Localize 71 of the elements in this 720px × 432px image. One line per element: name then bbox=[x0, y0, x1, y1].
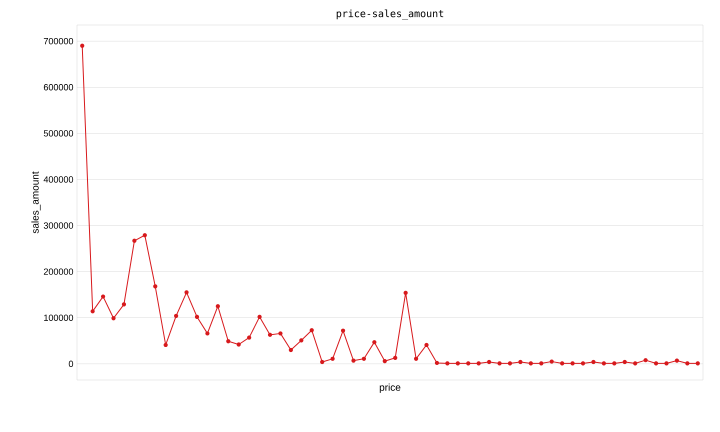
point bbox=[216, 304, 220, 308]
point bbox=[340, 328, 346, 333]
point bbox=[299, 338, 304, 342]
point bbox=[466, 361, 470, 366]
point bbox=[580, 361, 586, 366]
point bbox=[153, 284, 158, 289]
y-tick-label: 200000 bbox=[44, 268, 74, 275]
point bbox=[393, 356, 398, 360]
point bbox=[570, 361, 575, 366]
point bbox=[122, 302, 126, 306]
point bbox=[320, 360, 324, 364]
y-tick-label: 500000 bbox=[44, 130, 74, 137]
y-tick-label: 700000 bbox=[44, 38, 74, 44]
point bbox=[174, 314, 178, 318]
point bbox=[80, 44, 84, 48]
point bbox=[424, 342, 429, 348]
point bbox=[622, 360, 627, 364]
chart-title: price-sales_amount bbox=[336, 9, 444, 20]
point bbox=[132, 238, 136, 243]
point bbox=[90, 309, 95, 314]
point bbox=[685, 361, 690, 366]
point bbox=[194, 314, 200, 319]
point bbox=[476, 361, 481, 366]
point bbox=[550, 359, 554, 364]
y-tick-label: 100000 bbox=[44, 314, 74, 321]
point bbox=[382, 358, 387, 364]
point bbox=[362, 356, 366, 361]
point bbox=[539, 361, 544, 366]
point bbox=[111, 316, 116, 320]
point bbox=[278, 331, 283, 336]
point bbox=[434, 360, 440, 366]
point bbox=[351, 358, 356, 363]
point bbox=[664, 361, 669, 366]
point bbox=[633, 361, 638, 366]
y-tick-label: 0 bbox=[68, 360, 74, 368]
point bbox=[414, 356, 418, 361]
point bbox=[205, 331, 210, 336]
point bbox=[518, 360, 523, 364]
point bbox=[236, 342, 241, 347]
point bbox=[184, 290, 189, 295]
point bbox=[404, 290, 408, 295]
point bbox=[142, 233, 147, 238]
point bbox=[612, 361, 616, 366]
point bbox=[591, 360, 596, 364]
point bbox=[100, 294, 106, 299]
point bbox=[288, 348, 293, 352]
y-tick-label: 300000 bbox=[44, 222, 74, 229]
point bbox=[164, 342, 168, 348]
point bbox=[310, 328, 314, 332]
y-tick-label: 400000 bbox=[44, 176, 74, 183]
point bbox=[674, 358, 680, 363]
point bbox=[456, 361, 460, 366]
point bbox=[247, 335, 252, 340]
point bbox=[257, 314, 262, 319]
point bbox=[696, 361, 700, 366]
point bbox=[226, 339, 230, 344]
point bbox=[602, 361, 606, 366]
y-tick-label: 600000 bbox=[44, 84, 74, 90]
point bbox=[497, 361, 502, 366]
point bbox=[268, 332, 272, 337]
point bbox=[372, 340, 376, 344]
point bbox=[508, 361, 512, 366]
y-axis-title: sales_amount bbox=[31, 171, 41, 234]
point bbox=[654, 361, 658, 366]
point bbox=[445, 361, 450, 366]
point bbox=[487, 360, 492, 364]
x-axis-title: price bbox=[380, 384, 400, 393]
point bbox=[330, 356, 335, 361]
point bbox=[528, 361, 533, 366]
point bbox=[644, 358, 648, 362]
point bbox=[560, 361, 564, 366]
